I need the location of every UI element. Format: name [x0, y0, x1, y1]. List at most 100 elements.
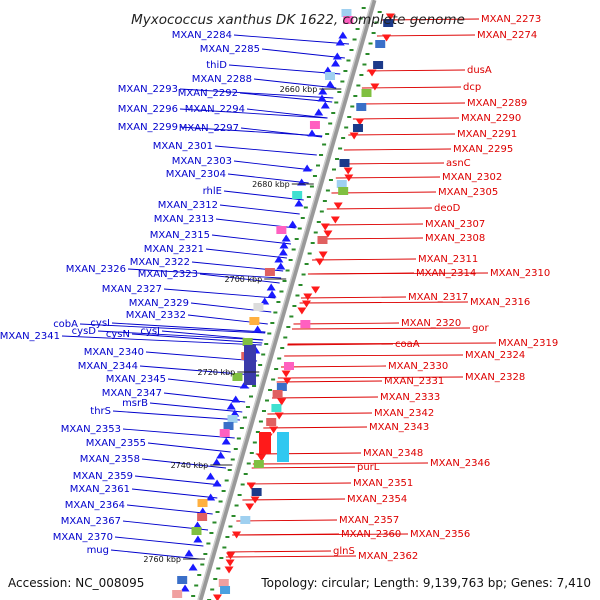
right-gene-label: MXAN_2351 — [353, 478, 413, 489]
left-gene-box — [309, 121, 320, 129]
right-connector — [381, 18, 480, 21]
right-gene-label: MXAN_2360 — [341, 529, 401, 540]
left-gene-label: cysN — [106, 329, 130, 340]
right-connector — [299, 301, 469, 304]
right-gene-label: MXAN_2291 — [457, 129, 517, 140]
left-gene-box — [341, 9, 352, 17]
left-gene-label: MXAN_2299 — [118, 122, 178, 133]
right-strand-arrow — [343, 167, 353, 175]
right-gene-box — [271, 404, 282, 412]
scale-ticks — [191, 7, 382, 600]
left-gene-label: MXAN_2304 — [166, 169, 226, 180]
right-connector — [276, 380, 383, 383]
right-strand-arrow — [367, 69, 377, 77]
right-gene-block — [259, 432, 271, 454]
right-connector — [225, 555, 357, 558]
right-strand-arrow — [281, 370, 291, 378]
right-connector — [255, 452, 362, 455]
left-strand-arrow — [260, 297, 270, 305]
right-connector — [366, 69, 466, 72]
right-gene-box — [361, 89, 372, 97]
left-connector — [246, 108, 328, 119]
left-gene-box — [227, 415, 238, 423]
left-strand-arrow — [338, 31, 348, 39]
left-connector — [134, 475, 222, 486]
left-connector — [219, 204, 300, 215]
right-connector — [322, 223, 424, 226]
left-connector — [97, 330, 264, 341]
left-strand-arrow — [231, 395, 241, 403]
right-strand-arrow — [323, 230, 333, 238]
right-gene-label: MXAN_2330 — [388, 361, 448, 372]
right-gene-box — [276, 383, 287, 391]
right-gene-label: MXAN_2343 — [369, 422, 429, 433]
right-gene-box — [338, 187, 349, 195]
left-connector — [205, 248, 287, 259]
kbp-label: 2760 kbp — [143, 555, 181, 564]
right-strand-arrow — [370, 83, 380, 91]
left-strand-arrow — [274, 255, 284, 263]
left-strand-arrow — [302, 164, 312, 172]
right-gene-label: purL — [357, 462, 380, 473]
right-gene-label: MXAN_2289 — [467, 98, 527, 109]
topology-text: Topology: circular; Length: 9,139,763 bp… — [260, 576, 591, 590]
right-gene-label: MXAN_2342 — [374, 408, 434, 419]
left-gene-box — [197, 499, 208, 507]
right-strand-arrow — [224, 566, 234, 574]
right-gene-box — [336, 180, 347, 188]
right-gene-box — [240, 516, 251, 524]
left-strand-arrow — [192, 521, 202, 529]
left-gene-label: thrS — [90, 406, 111, 417]
right-gene-label: MXAN_2319 — [498, 338, 558, 349]
kbp-label: 2680 kbp — [252, 180, 290, 189]
left-strand-arrow — [216, 451, 226, 459]
left-connector — [239, 92, 333, 103]
right-gene-label: MXAN_2320 — [401, 318, 461, 329]
right-strand-arrow — [382, 34, 392, 42]
right-gene-label: MXAN_2308 — [425, 233, 485, 244]
right-gene-box — [375, 40, 386, 48]
left-strand-arrow — [278, 248, 288, 256]
kbp-label: 2720 kbp — [198, 368, 236, 377]
right-connector — [242, 498, 346, 501]
right-gene-label: asnC — [446, 158, 471, 169]
right-gene-box — [272, 390, 283, 398]
left-strand-arrow — [184, 549, 194, 557]
genome-backbone-highlight — [197, 0, 373, 600]
left-gene-label: MXAN_2332 — [126, 310, 186, 321]
right-connector — [267, 412, 373, 415]
right-strand-arrow — [257, 454, 267, 462]
left-strand-arrow — [335, 38, 345, 46]
right-gene-box — [220, 586, 231, 594]
right-gene-label: deoD — [434, 203, 461, 214]
left-gene-box — [264, 268, 275, 276]
left-gene-label: MXAN_2321 — [144, 244, 204, 255]
left-connector — [261, 48, 345, 59]
left-strand-arrow — [206, 493, 216, 501]
kbp-scale-labels: 2660 kbp 2680 kbp 2700 kbp 2720 kbp 2740 kbp… — [143, 85, 342, 564]
right-strand-arrow — [232, 531, 242, 539]
left-strand-arrow — [253, 325, 263, 333]
left-strand-arrow — [212, 458, 222, 466]
left-gene-box — [249, 317, 260, 325]
right-strand-arrow — [333, 202, 343, 210]
left-gene-box — [219, 429, 230, 437]
left-connector — [141, 458, 227, 469]
left-connector — [233, 160, 313, 171]
right-connector — [251, 466, 356, 469]
left-gene-box — [223, 422, 234, 430]
left-connector — [167, 378, 250, 389]
left-gene-label: MXAN_2297 — [179, 123, 239, 134]
right-connector — [284, 354, 464, 357]
left-connector — [114, 536, 204, 547]
right-connector — [277, 376, 464, 379]
left-gene-label: MXAN_2359 — [73, 471, 133, 482]
right-connector — [352, 117, 460, 120]
left-strand-arrow — [212, 479, 222, 487]
right-strand-arrow — [385, 13, 395, 21]
left-gene-box — [325, 72, 336, 80]
right-connector — [312, 258, 417, 261]
left-gene-label: MXAN_2312 — [158, 200, 218, 211]
right-connector — [335, 176, 441, 179]
